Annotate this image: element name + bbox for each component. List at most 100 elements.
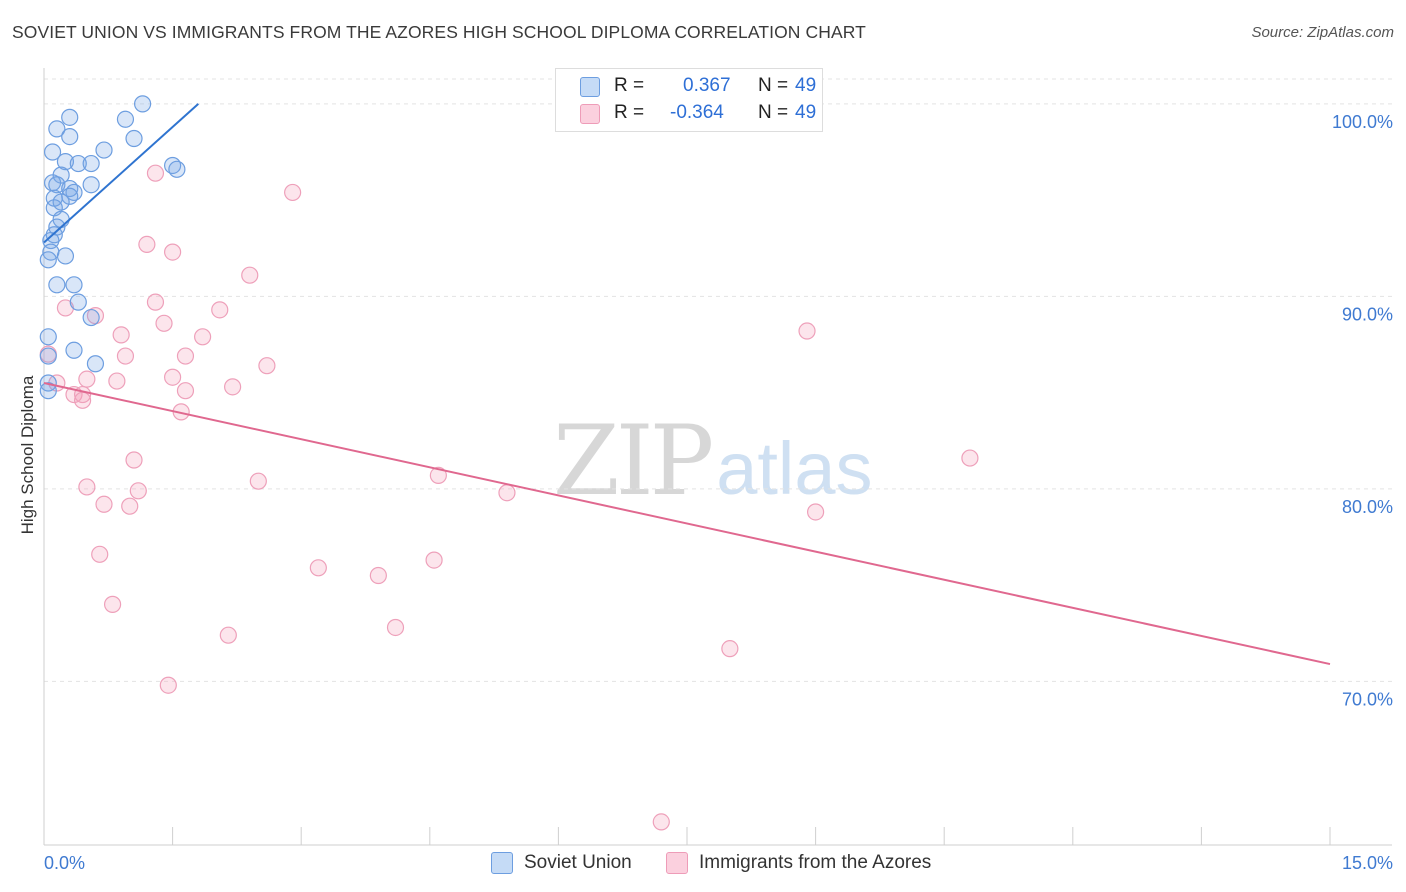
azores-point (176, 347, 195, 365)
soviet-point (39, 328, 57, 346)
soviet-point (65, 341, 83, 359)
source-label: Source: ZipAtlas.com (1251, 24, 1394, 41)
azores-point (91, 545, 109, 563)
soviet-point (168, 160, 186, 178)
azores-point (369, 566, 387, 585)
soviet-point (39, 347, 57, 365)
azores-point (258, 357, 276, 375)
azores-point (425, 551, 443, 569)
azores-point (194, 328, 212, 346)
legend-r-label: R = (614, 102, 645, 123)
legend-n-label: N = (758, 75, 789, 96)
soviet-point (43, 143, 62, 161)
azores-point (159, 676, 177, 694)
azores-point (78, 478, 96, 496)
azores-point (164, 243, 182, 261)
soviet-point (116, 110, 135, 128)
soviet-point (61, 108, 79, 126)
azores-point (386, 618, 405, 637)
bottom-legend-label-azores: Immigrants from the Azores (699, 852, 932, 873)
azores-point (961, 449, 979, 467)
legend-n-label: N = (758, 102, 789, 123)
soviet-trend-line (43, 103, 199, 244)
soviet-point (65, 276, 83, 294)
axes (43, 68, 1392, 846)
soviet-point (133, 95, 152, 113)
azores-point (116, 347, 135, 365)
soviet-point (82, 308, 100, 327)
soviet-point (125, 129, 143, 148)
soviet-point (95, 141, 113, 159)
tick-labels: 70.0% 80.0% 90.0% 100.0% 0.0% 15.0% (44, 112, 1393, 873)
correlation-legend: R = 0.367 N = 49 R = -0.364 N = 49 (555, 68, 823, 132)
azores-point (721, 640, 739, 658)
soviet-point (69, 293, 87, 311)
soviet-point (56, 247, 75, 265)
azores-point (219, 626, 237, 644)
soviet-point (86, 355, 105, 373)
watermark-zip: ZIP (553, 405, 714, 517)
bottom-legend-swatch-soviet (491, 852, 513, 874)
azores-point (164, 368, 182, 386)
soviet-point (48, 120, 66, 138)
azores-point (798, 322, 816, 340)
soviet-point (39, 382, 57, 400)
y-tick-label: 70.0% (1342, 689, 1393, 709)
azores-point (309, 559, 327, 577)
legend-swatch-azores (580, 104, 600, 124)
soviet-point (48, 176, 66, 194)
legend-r-label: R = (614, 75, 645, 96)
bottom-legend-label-soviet: Soviet Union (524, 852, 632, 873)
azores-point (155, 314, 173, 332)
legend-swatch-soviet (580, 77, 600, 97)
azores-points (39, 164, 979, 831)
trend-lines (43, 103, 1331, 666)
azores-point (211, 301, 229, 319)
soviet-point (82, 154, 100, 173)
soviet-point (39, 251, 57, 269)
chart-title: SOVIET UNION VS IMMIGRANTS FROM THE AZOR… (12, 22, 866, 42)
legend-n-value: 49 (795, 102, 817, 123)
soviet-point (61, 128, 79, 146)
azores-point (806, 503, 825, 521)
azores-point (146, 293, 165, 311)
soviet-point (56, 153, 75, 171)
soviet-point (69, 154, 87, 173)
y-tick-label: 80.0% (1342, 497, 1393, 517)
azores-point (138, 235, 156, 253)
soviet-point (82, 176, 100, 194)
azores-point (176, 382, 195, 400)
soviet-points (39, 95, 186, 400)
x-tick-label: 0.0% (44, 853, 85, 873)
azores-point (652, 813, 670, 831)
legend-n-value: 49 (795, 75, 817, 96)
azores-point (125, 451, 143, 469)
azores-point (121, 497, 139, 515)
azores-point (284, 183, 302, 202)
soviet-point (52, 193, 70, 211)
azores-point (498, 484, 516, 502)
azores-point (78, 370, 96, 388)
y-tick-label: 90.0% (1342, 304, 1393, 324)
x-tick-label: 15.0% (1342, 853, 1393, 873)
grid-lines (44, 78, 1392, 682)
azores-point (429, 466, 447, 484)
azores-point (108, 372, 126, 390)
azores-point (146, 164, 165, 182)
azores-point (103, 595, 122, 613)
watermark-atlas: atlas (716, 427, 873, 510)
azores-point (129, 482, 147, 500)
azores-point (73, 391, 92, 409)
azores-point (95, 495, 113, 513)
bottom-legend-swatch-azores (666, 852, 688, 874)
legend-r-value: -0.364 (670, 102, 724, 123)
azores-point (112, 326, 130, 344)
watermark: ZIPatlas (553, 405, 873, 517)
azores-trend-line (43, 382, 1331, 666)
azores-point (224, 378, 242, 396)
azores-point (249, 472, 267, 490)
soviet-point (48, 276, 66, 294)
y-tick-label: 100.0% (1332, 112, 1393, 132)
azores-point (241, 266, 259, 284)
